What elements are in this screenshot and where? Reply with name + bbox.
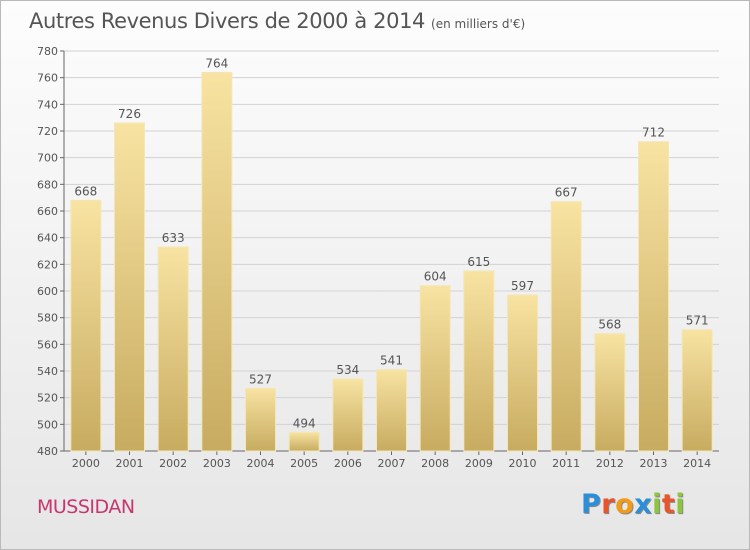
bar-2010 bbox=[507, 294, 538, 452]
bar-2008 bbox=[419, 285, 451, 452]
data-label: 726 bbox=[118, 107, 141, 121]
logo-letter: r bbox=[601, 489, 616, 520]
bar-2005 bbox=[288, 431, 320, 452]
bar-2009 bbox=[463, 270, 495, 452]
bar-2012 bbox=[594, 333, 626, 452]
logo-letter: P bbox=[581, 489, 602, 520]
x-tick-label: 2009 bbox=[465, 457, 493, 470]
bar-2004 bbox=[245, 387, 276, 452]
y-tick-label: 700 bbox=[37, 152, 58, 165]
bar-2007 bbox=[376, 369, 407, 452]
bar-2000 bbox=[70, 199, 102, 452]
x-tick-label: 2006 bbox=[334, 457, 362, 470]
y-tick-label: 480 bbox=[37, 445, 58, 458]
logo-letter: i bbox=[675, 489, 686, 520]
y-tick-label: 580 bbox=[37, 312, 58, 325]
x-tick-label: 2012 bbox=[596, 457, 624, 470]
bar-2006 bbox=[332, 378, 364, 452]
x-tick-label: 2007 bbox=[378, 457, 406, 470]
bar-2011 bbox=[550, 201, 582, 452]
y-tick-label: 500 bbox=[37, 418, 58, 431]
data-label: 494 bbox=[293, 416, 316, 430]
x-tick-label: 2005 bbox=[290, 457, 318, 470]
data-label: 527 bbox=[249, 372, 272, 386]
logo-letter: x bbox=[634, 489, 653, 520]
x-tick-label: 2010 bbox=[509, 457, 537, 470]
y-tick-label: 640 bbox=[37, 232, 58, 245]
chart-title: Autres Revenus Divers de 2000 à 2014 (en … bbox=[29, 9, 525, 33]
y-tick-label: 740 bbox=[37, 98, 58, 111]
chart-title-text: Autres Revenus Divers de 2000 à 2014 bbox=[29, 9, 426, 33]
axes: 480 500 520 540 560 580 600 620 640 660 680 700 720 7… bbox=[37, 45, 719, 470]
commune-name: MUSSIDAN bbox=[37, 496, 135, 518]
x-tick-label: 2011 bbox=[552, 457, 580, 470]
y-tick-label: 540 bbox=[37, 365, 58, 378]
bar-2014 bbox=[681, 329, 713, 452]
y-tick-label: 720 bbox=[37, 125, 58, 138]
bars bbox=[70, 71, 713, 452]
data-label: 712 bbox=[642, 126, 665, 140]
bar-2013 bbox=[638, 141, 669, 452]
data-labels: 668 726 633 764 527 494 534 541 604 615 597 667 568 7… bbox=[74, 56, 708, 430]
data-label: 668 bbox=[74, 184, 97, 198]
proxiti-logo[interactable]: Proxiti bbox=[581, 489, 685, 520]
logo-letter: t bbox=[661, 489, 676, 520]
y-tick-label: 520 bbox=[37, 392, 58, 405]
data-label: 615 bbox=[467, 255, 490, 269]
data-label: 764 bbox=[205, 56, 228, 70]
x-tick-label: 2008 bbox=[421, 457, 449, 470]
y-tick-label: 620 bbox=[37, 258, 58, 271]
y-tick-label: 660 bbox=[37, 205, 58, 218]
x-tick-label: 2013 bbox=[640, 457, 668, 470]
data-label: 568 bbox=[598, 318, 621, 332]
data-label: 534 bbox=[336, 363, 359, 377]
x-tick-label: 2004 bbox=[247, 457, 275, 470]
y-tick-label: 780 bbox=[37, 45, 58, 58]
chart-subtitle: (en milliers d'€) bbox=[431, 17, 526, 31]
y-tick-label: 600 bbox=[37, 285, 58, 298]
x-tick-label: 2002 bbox=[159, 457, 187, 470]
y-tick-label: 560 bbox=[37, 338, 58, 351]
x-tick-label: 2014 bbox=[683, 457, 711, 470]
logo-letter: o bbox=[615, 489, 635, 520]
bar-2002 bbox=[157, 246, 189, 452]
logo-letter: i bbox=[652, 489, 662, 520]
x-tick-label: 2001 bbox=[116, 457, 144, 470]
x-tick-label: 2003 bbox=[203, 457, 231, 470]
bar-2001 bbox=[114, 122, 145, 452]
data-label: 571 bbox=[686, 314, 709, 328]
y-tick-label: 680 bbox=[37, 178, 58, 191]
bar-2003 bbox=[201, 71, 233, 452]
data-label: 597 bbox=[511, 279, 534, 293]
y-tick-label: 760 bbox=[37, 72, 58, 85]
data-label: 604 bbox=[424, 270, 447, 284]
x-tick-label: 2000 bbox=[72, 457, 100, 470]
data-label: 633 bbox=[162, 231, 185, 245]
data-label: 541 bbox=[380, 354, 403, 368]
data-label: 667 bbox=[555, 186, 578, 200]
